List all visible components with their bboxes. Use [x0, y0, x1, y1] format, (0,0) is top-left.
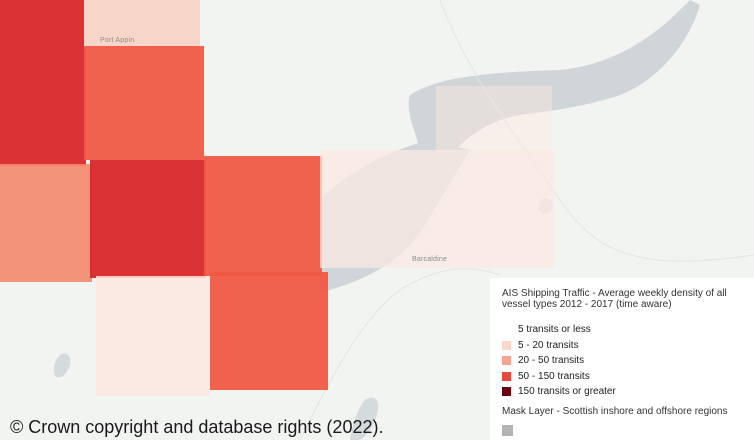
density-cell — [96, 276, 210, 396]
road-line — [299, 268, 501, 440]
legend-swatch — [502, 356, 511, 366]
lochan-water — [53, 353, 71, 378]
legend-swatch — [502, 340, 511, 350]
density-grid — [0, 0, 554, 396]
density-cell — [0, 0, 84, 48]
legend-items: 5 transits or less 5 - 20 transits 20 - 50… — [502, 322, 744, 400]
legend-swatch — [502, 371, 511, 381]
density-cell — [84, 0, 200, 48]
map-legend: AIS Shipping Traffic - Average weekly de… — [490, 278, 754, 440]
copyright-attribution: © Crown copyright and database rights (2… — [10, 417, 384, 437]
legend-mask-swatch — [502, 424, 513, 436]
density-cell — [320, 150, 554, 268]
legend-item: 50 - 150 transits — [502, 369, 744, 385]
place-label-port-appin: Port Appin — [100, 37, 135, 44]
density-cell — [0, 164, 92, 282]
place-label-barcaldine: Barcaldine — [412, 256, 448, 263]
density-cell — [84, 46, 204, 160]
density-cell — [204, 156, 322, 276]
legend-title: AIS Shipping Traffic - Average weekly de… — [502, 288, 727, 310]
density-cell — [0, 48, 86, 166]
loch-south-water — [350, 397, 379, 440]
legend-item-label: 5 - 20 transits — [518, 339, 579, 351]
legend-item-label: 20 - 50 transits — [518, 355, 585, 367]
density-cell — [436, 86, 552, 152]
density-cell — [90, 160, 206, 278]
legend-item-label: 5 transits or less — [518, 324, 591, 336]
loch-creran-water — [408, 0, 700, 150]
legend-mask-title: Mask Layer - Scottish inshore and offsho… — [502, 405, 728, 417]
legend-item: 150 transits or greater — [502, 384, 744, 400]
legend-item: 20 - 50 transits — [502, 353, 744, 369]
legend-swatch — [502, 387, 511, 397]
legend-item: 5 transits or less — [502, 322, 744, 338]
legend-item: 5 - 20 transits — [502, 338, 744, 354]
legend-item-label: 50 - 150 transits — [518, 370, 590, 382]
legend-item-label: 150 transits or greater — [518, 386, 616, 398]
road-line — [439, 0, 754, 262]
density-cell — [210, 272, 328, 390]
legend-swatch — [502, 325, 511, 335]
